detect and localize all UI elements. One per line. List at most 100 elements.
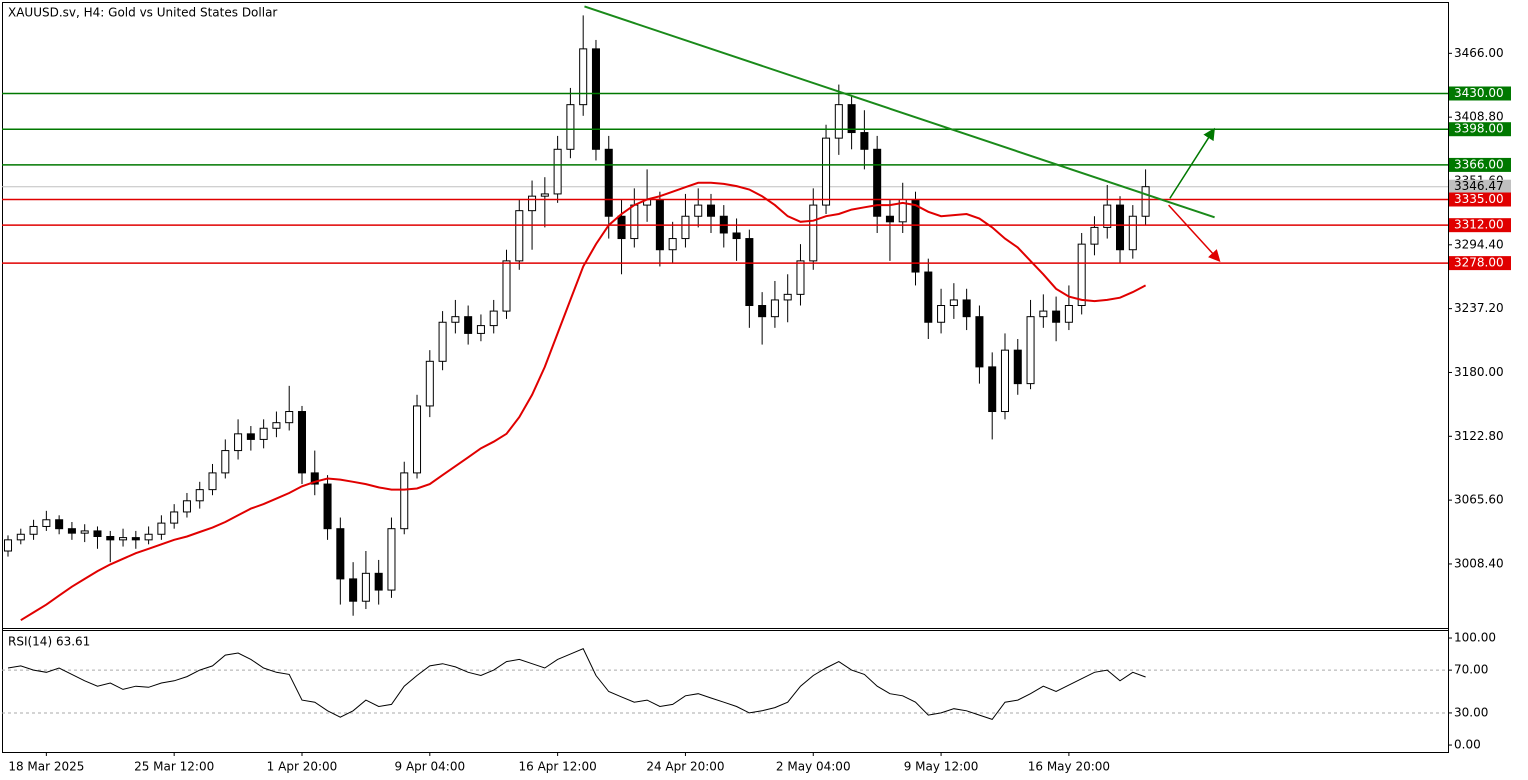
candle-body (131, 537, 140, 541)
candle-body (885, 215, 894, 223)
level-label: 3312.00 (1454, 218, 1504, 232)
y-tick-label: 3180.00 (1454, 365, 1504, 379)
candle-body (924, 271, 933, 323)
candle-body (553, 148, 562, 195)
candle-body (911, 199, 920, 273)
candle-body (1090, 226, 1099, 245)
candle-body (297, 411, 307, 474)
level-label: 3335.00 (1454, 192, 1504, 206)
current-price-box (1449, 179, 1511, 194)
candle-body (1026, 316, 1035, 385)
candle-body (1116, 204, 1125, 251)
level-box (1449, 157, 1511, 172)
candle-body (528, 195, 537, 212)
level-box (1449, 86, 1511, 101)
x-tick-label: 25 Mar 12:00 (134, 760, 214, 774)
level-box (1449, 256, 1511, 271)
candle-body (1013, 349, 1022, 385)
y-tick-label: 3008.40 (1454, 556, 1504, 570)
trendline (584, 5, 1215, 219)
candle-body (770, 299, 779, 318)
candle-body (975, 316, 984, 368)
candle-body (706, 204, 716, 217)
candle-body (1052, 310, 1061, 323)
candle-body (783, 293, 792, 301)
candle-body (502, 260, 511, 312)
candle-body (694, 204, 703, 217)
level-box (1449, 218, 1511, 233)
candle-body (1000, 349, 1009, 413)
candle-body (80, 530, 89, 534)
level-label: 3398.00 (1454, 122, 1504, 136)
candle-body (796, 260, 805, 295)
candle-body (464, 316, 473, 334)
y-tick-label: 30.00 (1454, 705, 1488, 719)
level-label: 3430.00 (1454, 86, 1504, 100)
candle-body (425, 360, 434, 407)
candle-body (29, 525, 38, 535)
candle-body (809, 204, 818, 262)
candle-body (285, 411, 294, 424)
candle-body (962, 299, 971, 318)
arrow (1169, 127, 1215, 199)
candle-body (246, 433, 255, 440)
chart-title: XAUUSD.sv, H4: Gold vs United States Dol… (8, 6, 277, 20)
candle-body (42, 519, 51, 527)
candle-body (579, 48, 588, 106)
candle-body (157, 522, 166, 535)
candle-body (489, 310, 498, 327)
candle-body (170, 511, 179, 524)
level-label: 3278.00 (1454, 256, 1504, 270)
candle-body (937, 305, 946, 323)
candle-body (67, 528, 76, 534)
candle-body (323, 483, 332, 530)
candle-body (591, 48, 600, 150)
candle-body (93, 530, 102, 537)
y-tick-label: 0.00 (1454, 738, 1481, 752)
rsi-line (7, 648, 1146, 720)
candle-body (566, 104, 575, 150)
candle-body (106, 535, 115, 541)
candle-body (1064, 305, 1073, 323)
x-tick-label: 24 Apr 20:00 (646, 760, 724, 774)
x-tick-label: 18 Mar 2025 (8, 760, 84, 774)
candle-body (387, 528, 396, 591)
candle-body (144, 533, 153, 541)
candle-body (604, 148, 613, 217)
candle-body (195, 489, 204, 502)
candle-body (834, 104, 843, 139)
candle-body (3, 539, 13, 552)
candle-body (1128, 215, 1137, 251)
candle-body (413, 405, 422, 474)
level-box (1449, 192, 1511, 207)
y-tick-label: 3294.40 (1454, 237, 1504, 251)
candle-body (16, 533, 25, 541)
current-price-label: 3346.47 (1454, 179, 1504, 193)
candle-body (451, 316, 460, 323)
candle-body (949, 299, 958, 307)
candle-body (617, 215, 626, 240)
candle-body (234, 433, 243, 452)
candle-body (668, 238, 677, 251)
candle-body (349, 578, 358, 602)
candle-body (847, 104, 856, 134)
y-tick-label: 3466.00 (1454, 46, 1504, 60)
y-tick-label: 70.00 (1454, 663, 1488, 677)
candle-body (822, 137, 831, 206)
candle-body (272, 422, 281, 429)
x-tick-label: 16 Apr 12:00 (518, 760, 596, 774)
candle-body (1141, 186, 1150, 217)
candle-body (1103, 204, 1112, 228)
candle-body (681, 215, 690, 240)
y-tick-label: 3237.20 (1454, 301, 1504, 315)
x-tick-label: 9 Apr 04:00 (395, 760, 466, 774)
candle-body (259, 427, 268, 440)
candle-body (476, 325, 485, 334)
candle-body (988, 366, 997, 413)
level-label: 3366.00 (1454, 157, 1504, 171)
candle-body (310, 472, 319, 485)
candle-body (873, 148, 882, 217)
candle-body (515, 210, 524, 262)
candle-body (208, 472, 217, 491)
candle-body (55, 519, 64, 530)
